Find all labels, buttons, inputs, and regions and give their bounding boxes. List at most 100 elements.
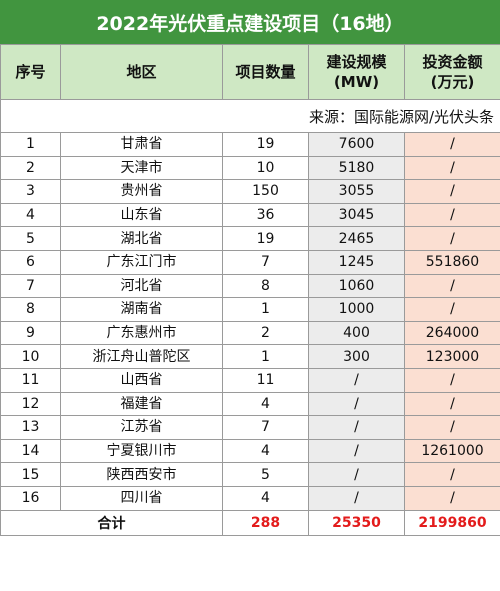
table-row: 13 江苏省 7// (0, 415, 500, 440)
header-investment: 投资金额 (万元) (404, 44, 500, 100)
cell-capacity: / (308, 415, 405, 440)
cell-region: 山西省 (60, 367, 223, 393)
table-row: 15 陕西西安市 5// (0, 462, 500, 487)
cell-count: 150 (222, 179, 309, 204)
cell-index: 5 (0, 226, 61, 251)
cell-investment: 123000 (404, 344, 500, 369)
cell-region: 浙江舟山普陀区 (60, 344, 223, 369)
cell-count: 8 (222, 273, 309, 299)
cell-investment: / (404, 391, 500, 417)
cell-investment: 264000 (404, 320, 500, 346)
total-count: 288 (222, 509, 309, 536)
table-row: 12 福建省 4// (0, 391, 500, 417)
cell-index: 3 (0, 179, 61, 204)
cell-capacity: 2465 (308, 226, 405, 251)
cell-region: 宁夏银川市 (60, 438, 223, 464)
cell-index: 8 (0, 297, 61, 322)
cell-capacity: / (308, 485, 405, 511)
cell-capacity: / (308, 462, 405, 487)
cell-count: 4 (222, 485, 309, 511)
source-row: 来源：国际能源网/光伏头条 (0, 99, 500, 133)
cell-region: 湖北省 (60, 226, 223, 251)
table-body: 来源：国际能源网/光伏头条 1 甘肃省 19 7600/2 天津市 10 5180/3 贵州省… (0, 99, 500, 536)
cell-capacity: 400 (308, 320, 405, 346)
cell-region: 山东省 (60, 202, 223, 228)
cell-index: 10 (0, 344, 61, 369)
cell-index: 9 (0, 320, 61, 346)
table-row: 5 湖北省 19 2465/ (0, 226, 500, 251)
cell-region: 江苏省 (60, 415, 223, 440)
header-capacity: 建设规模 (MW) (308, 44, 405, 100)
header-index: 序号 (0, 44, 61, 100)
cell-count: 4 (222, 438, 309, 464)
cell-investment: / (404, 415, 500, 440)
total-capacity: 25350 (308, 509, 405, 536)
cell-investment: / (404, 462, 500, 487)
cell-region: 陕西西安市 (60, 462, 223, 487)
cell-capacity: 1060 (308, 273, 405, 299)
table-row: 10 浙江舟山普陀区 1 300 123000 (0, 344, 500, 369)
table-row: 1 甘肃省 19 7600/ (0, 132, 500, 157)
cell-investment: 1261000 (404, 438, 500, 464)
table-row: 16 四川省 4// (0, 485, 500, 511)
cell-count: 7 (222, 415, 309, 440)
cell-region: 广东惠州市 (60, 320, 223, 346)
cell-index: 13 (0, 415, 61, 440)
cell-region: 湖南省 (60, 297, 223, 322)
cell-index: 14 (0, 438, 61, 464)
table-row: 11 山西省 11// (0, 367, 500, 393)
sheet-title: 2022年光伏重点建设项目（16地） (0, 0, 500, 45)
cell-index: 4 (0, 202, 61, 228)
table-row: 6 广东江门市 7 1245 551860 (0, 249, 500, 275)
cell-investment: / (404, 273, 500, 299)
cell-investment: / (404, 179, 500, 204)
cell-index: 6 (0, 249, 61, 275)
cell-count: 7 (222, 249, 309, 275)
table-row: 7 河北省 8 1060/ (0, 273, 500, 299)
cell-investment: / (404, 297, 500, 322)
cell-count: 2 (222, 320, 309, 346)
cell-count: 1 (222, 344, 309, 369)
cell-index: 11 (0, 367, 61, 393)
cell-index: 1 (0, 132, 61, 157)
cell-capacity: 3055 (308, 179, 405, 204)
header-capacity-line1: 建设规模 (326, 53, 387, 71)
cell-capacity: 1000 (308, 297, 405, 322)
cell-capacity: 7600 (308, 132, 405, 157)
cell-count: 36 (222, 202, 309, 228)
cell-capacity: 3045 (308, 202, 405, 228)
cell-capacity: 300 (308, 344, 405, 369)
total-label: 合计 (0, 509, 223, 536)
total-row: 合计 288 25350 2199860 (0, 509, 500, 536)
cell-count: 11 (222, 367, 309, 393)
total-investment: 2199860 (404, 509, 500, 536)
cell-investment: / (404, 226, 500, 251)
cell-capacity: 5180 (308, 155, 405, 181)
cell-region: 四川省 (60, 485, 223, 511)
cell-index: 15 (0, 462, 61, 487)
projects-table: 序号 地区 项目数量 建设规模 (MW) 投资金额 (万元) 来源：国际能源网/… (0, 44, 500, 536)
cell-index: 2 (0, 155, 61, 181)
table-row: 3 贵州省 150 3055/ (0, 179, 500, 204)
cell-count: 5 (222, 462, 309, 487)
cell-index: 16 (0, 485, 61, 511)
cell-capacity: / (308, 391, 405, 417)
cell-region: 天津市 (60, 155, 223, 181)
cell-count: 4 (222, 391, 309, 417)
table-row: 14 宁夏银川市 4/1261000 (0, 438, 500, 464)
cell-capacity: / (308, 367, 405, 393)
cell-investment: 551860 (404, 249, 500, 275)
header-investment-line1: 投资金额 (422, 53, 483, 71)
header-count: 项目数量 (222, 44, 309, 100)
cell-region: 广东江门市 (60, 249, 223, 275)
cell-count: 19 (222, 132, 309, 157)
cell-count: 1 (222, 297, 309, 322)
cell-investment: / (404, 155, 500, 181)
cell-investment: / (404, 367, 500, 393)
table-row: 4 山东省 36 3045/ (0, 202, 500, 228)
cell-investment: / (404, 132, 500, 157)
cell-capacity: 1245 (308, 249, 405, 275)
table-row: 8 湖南省 1 1000/ (0, 297, 500, 322)
cell-region: 贵州省 (60, 179, 223, 204)
